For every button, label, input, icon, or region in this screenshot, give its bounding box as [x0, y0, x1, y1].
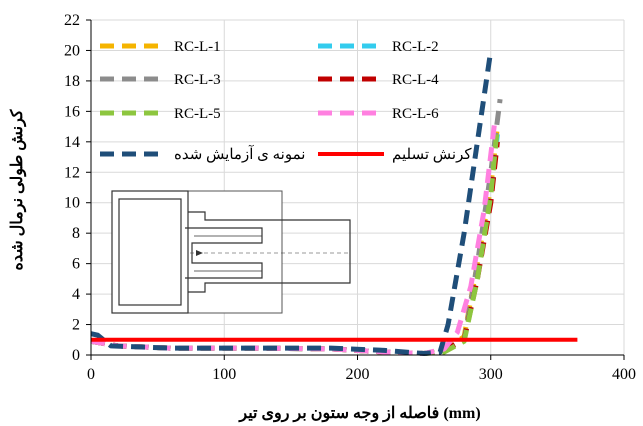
y-tick-label: 2 [72, 317, 80, 334]
legend-label-6: RC-L-6 [392, 106, 439, 122]
y-tick-label: 0 [72, 347, 80, 364]
y-tick-label: 10 [64, 195, 80, 212]
y-tick-label: 12 [64, 164, 80, 181]
legend-label-3: RC-L-3 [174, 72, 221, 88]
specimen-sketch [111, 190, 351, 314]
legend-label-4: RC-L-4 [392, 72, 439, 88]
y-tick-label: 8 [72, 225, 80, 242]
series-line-7 [90, 50, 494, 356]
x-tick-label: 0 [87, 366, 95, 383]
legend-label-5: RC-L-5 [174, 106, 221, 122]
y-tick-label: 14 [64, 134, 80, 151]
legend: RC-L-1 RC-L-2 RC-L-3 RC-L-4 RC-L-5 RC-L-6 نمون… [100, 39, 472, 163]
legend-label-8: کرنش تسلیم [392, 147, 472, 163]
x-tick-label: 300 [479, 366, 503, 383]
x-tick-label: 200 [346, 366, 370, 383]
y-tick-label: 16 [64, 103, 80, 120]
legend-label-1: RC-L-1 [174, 39, 221, 55]
y-axis-title: کرنش طولی نرمال شده [9, 109, 27, 270]
y-tick-label: 18 [64, 73, 80, 90]
y-tick-label: 20 [64, 42, 80, 59]
legend-label-7: نمونه ی آزمایش شده [174, 145, 305, 163]
x-axis-title: فاصله از وجه ستون بر روی تیر (mm) [238, 405, 480, 423]
series-lines [90, 50, 578, 356]
y-tick-label: 4 [72, 286, 80, 303]
x-tick-label: 100 [212, 366, 236, 383]
axes: 0 100 200 300 400 0 2 4 6 8 10 12 14 16 18 20 22 [64, 12, 636, 383]
legend-label-2: RC-L-2 [392, 39, 439, 55]
x-tick-label: 400 [612, 366, 636, 383]
y-tick-label: 22 [64, 12, 80, 29]
y-tick-label: 6 [72, 256, 80, 273]
